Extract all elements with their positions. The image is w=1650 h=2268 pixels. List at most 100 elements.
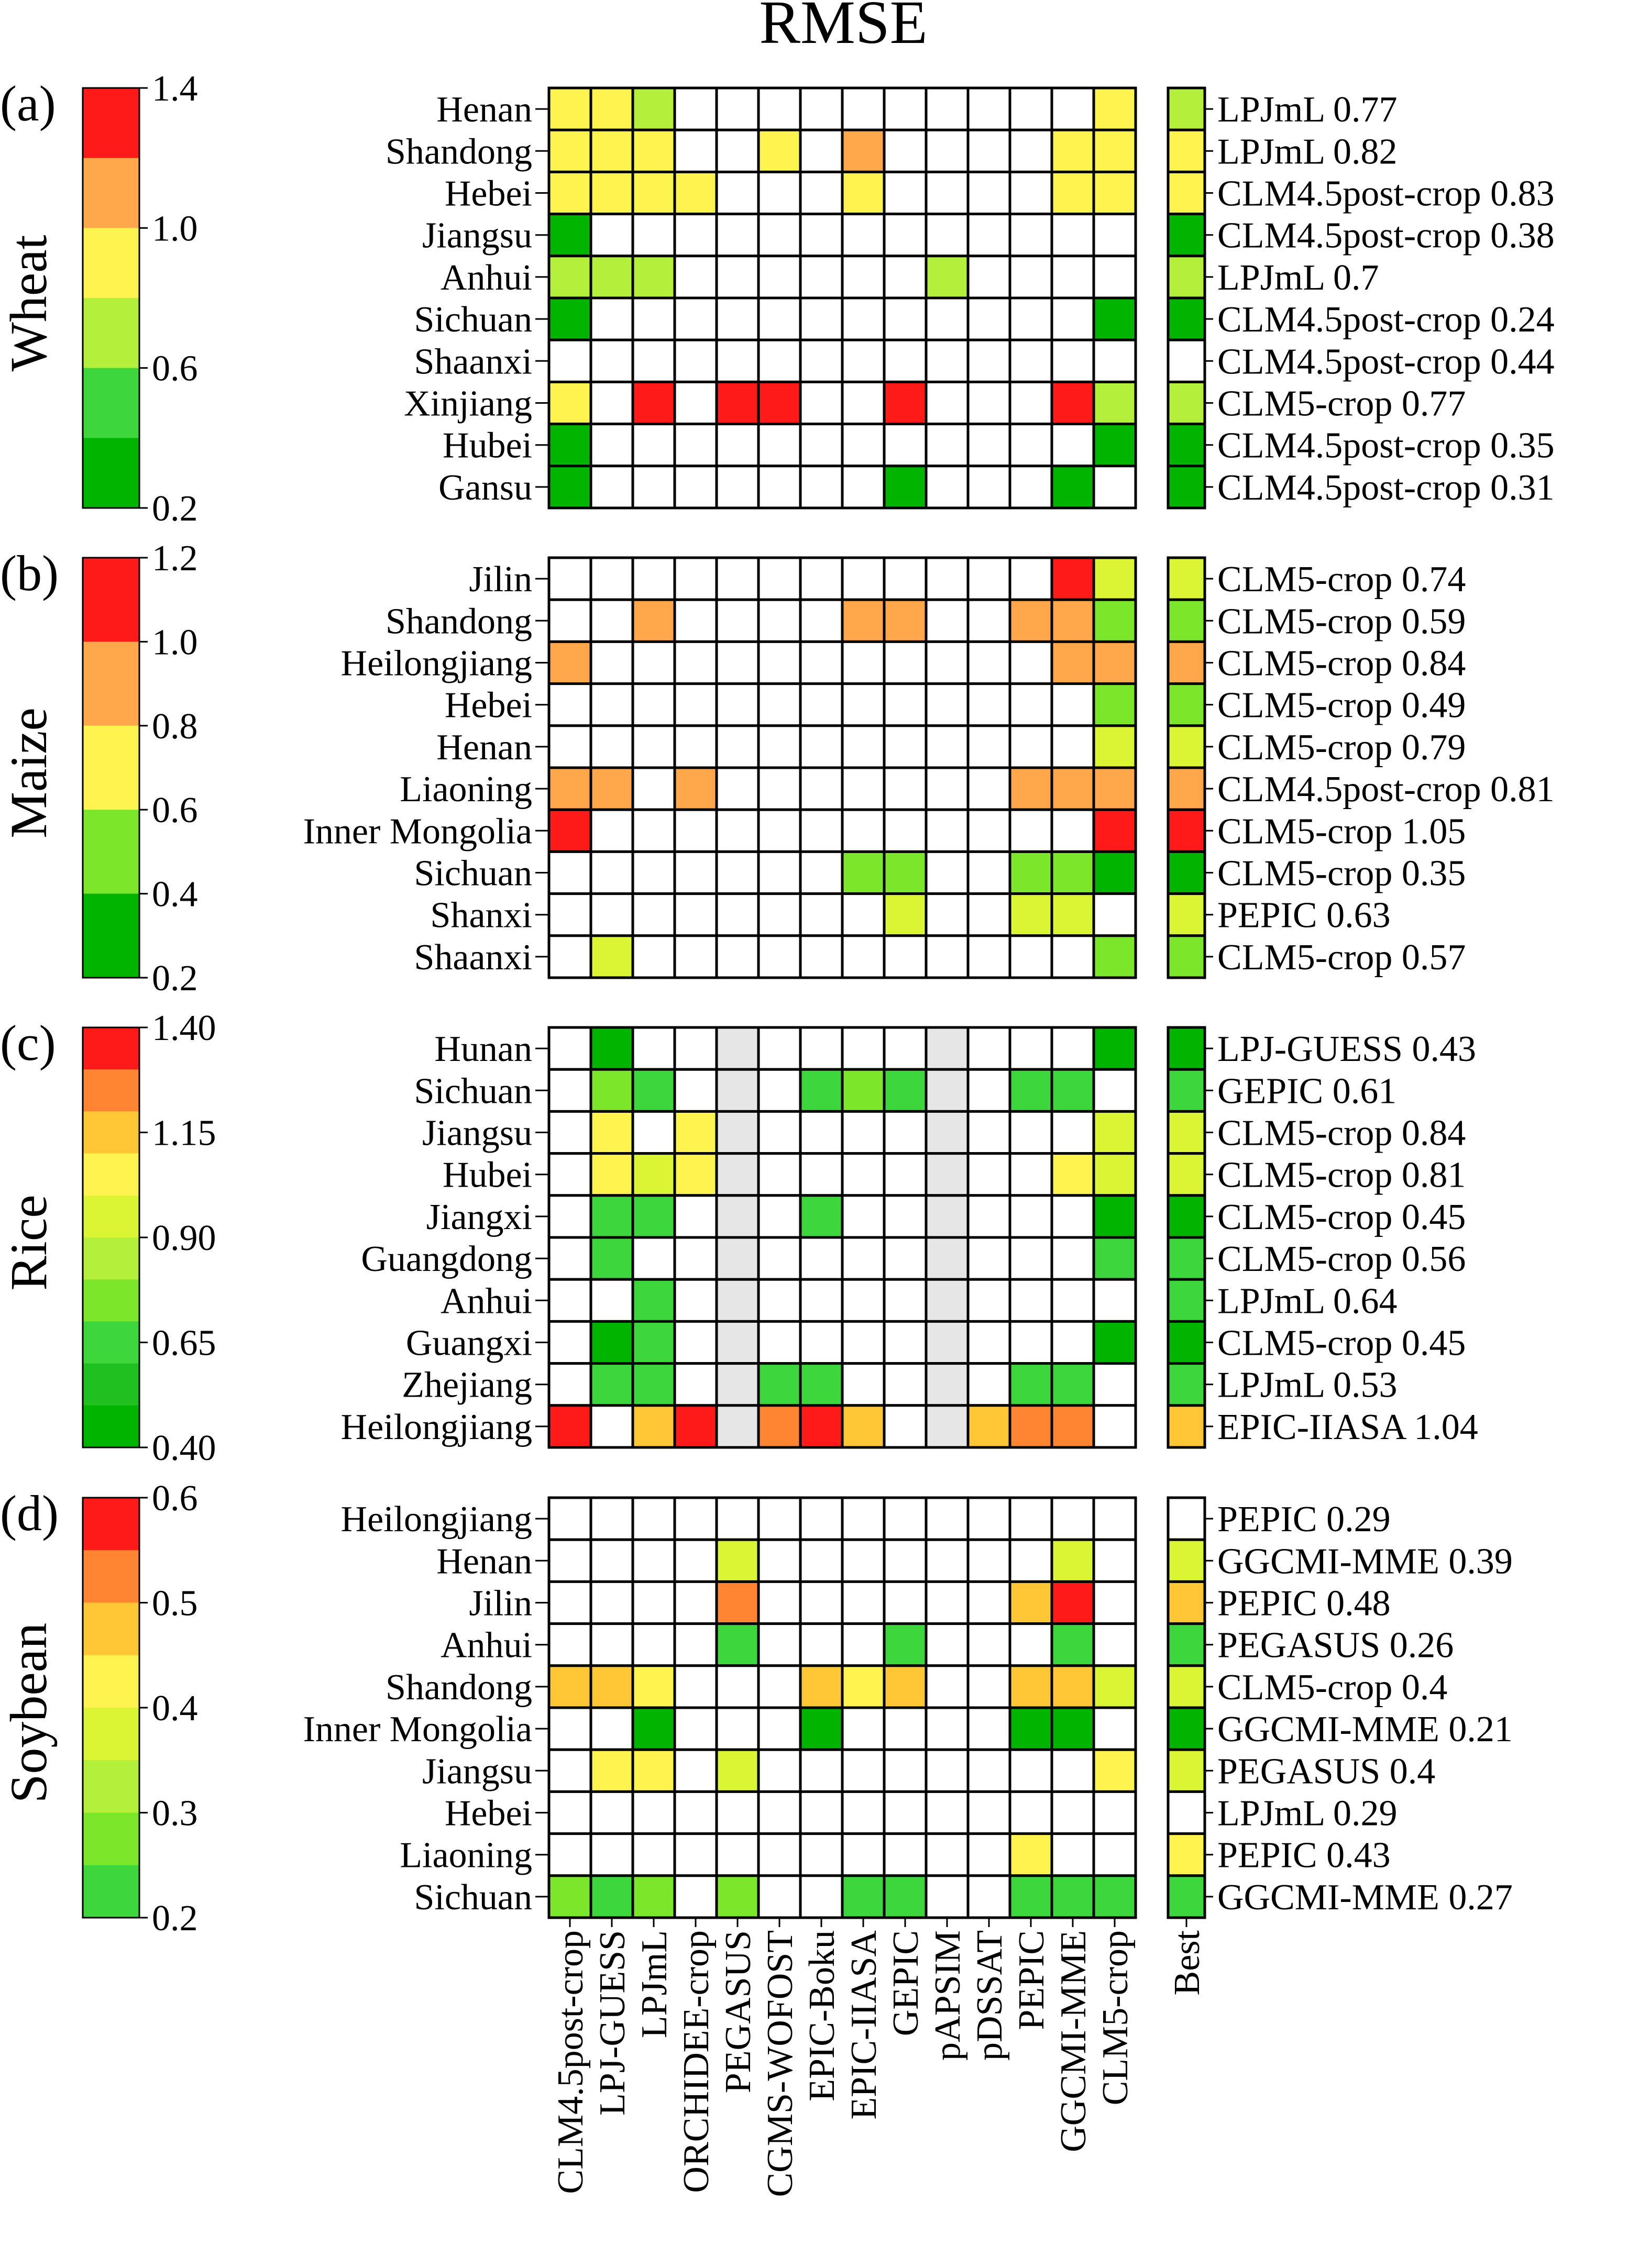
heatmap-cell (1050, 1194, 1095, 1239)
best-label: LPJ-GUESS 0.43 (1217, 1029, 1476, 1069)
heatmap-cell (757, 1622, 802, 1667)
heatmap-cell (925, 1832, 970, 1877)
heatmap-cell (673, 170, 718, 216)
heatmap-cell (631, 380, 676, 426)
heatmap-cell (966, 808, 1011, 853)
heatmap-cell (966, 1790, 1011, 1835)
heatmap-cell (547, 1748, 592, 1793)
heatmap-cell (966, 1706, 1011, 1751)
heatmap-cell (883, 682, 928, 727)
colorbar-segment (83, 1655, 139, 1708)
colorbar: 1.40 1.15 0.90 0.65 0.40 (82, 1008, 216, 1468)
heatmap-cell (589, 1320, 634, 1365)
heatmap-cell (841, 170, 886, 216)
heatmap-cell (1050, 1790, 1095, 1835)
heatmap-cell (589, 934, 634, 979)
heatmap-cell (1050, 598, 1095, 643)
heatmap-cell (1050, 1026, 1095, 1071)
heatmap-cell (883, 766, 928, 811)
heatmap-cell (1008, 1874, 1053, 1919)
heatmap-cell (673, 1404, 718, 1449)
heatmap-cell (1050, 1622, 1095, 1667)
heatmap-cell (1050, 640, 1095, 685)
heatmap-cell (631, 1068, 676, 1113)
best-label: GGCMI-MME 0.39 (1217, 1541, 1513, 1581)
heatmap-cell (1050, 934, 1095, 979)
heatmap-cell (1050, 380, 1095, 426)
heatmap-cell (547, 1026, 592, 1071)
heatmap-cell (547, 1538, 592, 1583)
heatmap-cell (715, 1706, 760, 1751)
heatmap-cell (673, 1068, 718, 1113)
heatmap-cell (1092, 380, 1137, 426)
heatmap-cell (589, 255, 634, 300)
heatmap-cell (1008, 556, 1053, 601)
heatmap-cell (1050, 850, 1095, 895)
heatmap-cell (1008, 1622, 1053, 1667)
heatmap-cell (966, 1068, 1011, 1113)
region-label: Gansu (438, 468, 532, 508)
heatmap-cell (1092, 1748, 1137, 1793)
heatmap-cell (757, 1790, 802, 1835)
best-label: CLM5-crop 0.57 (1217, 937, 1466, 978)
heatmap-cell (631, 556, 676, 601)
heatmap-cell (715, 128, 760, 173)
heatmap-cell (673, 682, 718, 727)
heatmap-cell (1050, 1320, 1095, 1365)
heatmap-cell (673, 128, 718, 173)
heatmap-cell (799, 850, 844, 895)
heatmap-cell (841, 380, 886, 426)
heatmap-cell (799, 808, 844, 853)
colorbar-segment (83, 158, 139, 228)
heatmap-cell (631, 1110, 676, 1155)
heatmap-cell (841, 766, 886, 811)
heatmap-cell (757, 724, 802, 769)
heatmap-cell (925, 1236, 970, 1281)
model-label: EPIC-Boku (802, 1930, 842, 2101)
heatmap-cell (883, 464, 928, 510)
heatmap-cell (715, 338, 760, 383)
heatmap-cell (1008, 1832, 1053, 1877)
region-label: Xinjiang (404, 384, 532, 424)
heatmap-cell (1092, 1194, 1137, 1239)
heatmap-cell (1092, 934, 1137, 979)
heatmap-cell (631, 1622, 676, 1667)
heatmap-cell (883, 1278, 928, 1323)
heatmap-cell (841, 1580, 886, 1625)
heatmap-cell (1092, 1622, 1137, 1667)
panel-wheat: (a) Wheat 1.4 1.0 0.6 0.2 Henan LPJmL 0.77 Shand… (0, 69, 1555, 529)
best-label: CLM5-crop 0.56 (1217, 1239, 1466, 1279)
heatmap-cell (799, 128, 844, 173)
best-cell (1167, 86, 1206, 131)
colorbar-segment (83, 1812, 139, 1866)
colorbar-segment (83, 1195, 139, 1238)
heatmap-cell (925, 1538, 970, 1583)
heatmap-cell (673, 1874, 718, 1919)
heatmap-cell (1008, 682, 1053, 727)
heatmap-cell (799, 1580, 844, 1625)
heatmap-cell (1050, 338, 1095, 383)
heatmap-cell (589, 1152, 634, 1197)
heatmap-cell (757, 1068, 802, 1113)
heatmap-cell (715, 1110, 760, 1155)
heatmap-cell (673, 1748, 718, 1793)
best-cell (1167, 1068, 1206, 1113)
heatmap-cell (925, 213, 970, 258)
region-label: Hubei (443, 1155, 532, 1196)
heatmap-cell (799, 556, 844, 601)
region-label: Jilin (469, 559, 532, 600)
heatmap-cell (1050, 1404, 1095, 1449)
heatmap-cell (547, 1664, 592, 1709)
model-label: EPIC-IIASA (844, 1930, 884, 2120)
heatmap-cell (1092, 1496, 1137, 1541)
heatmap-cell (1008, 1664, 1053, 1709)
heatmap-cell (1050, 128, 1095, 173)
region-label: Zhejiang (402, 1365, 532, 1406)
heatmap-cell (966, 1320, 1011, 1365)
heatmap-cell (841, 255, 886, 300)
heatmap-cell (1050, 1110, 1095, 1155)
heatmap-cell (673, 1026, 718, 1071)
heatmap-cell (799, 1404, 844, 1449)
colorbar-segment (83, 558, 139, 642)
heatmap-cell (925, 128, 970, 173)
